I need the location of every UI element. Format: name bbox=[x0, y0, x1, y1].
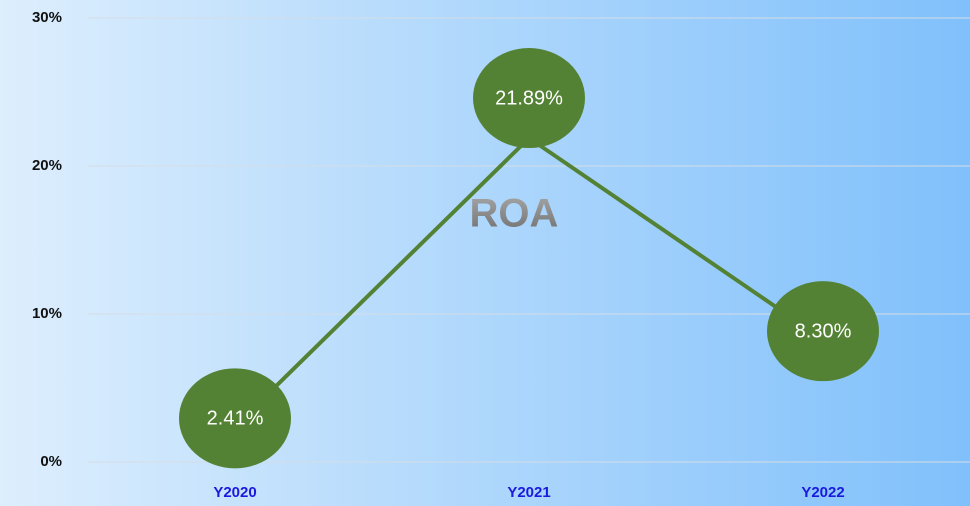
y-tick-label: 20% bbox=[32, 157, 62, 174]
x-tick-label: Y2021 bbox=[507, 484, 550, 501]
x-tick-label: Y2020 bbox=[213, 484, 256, 501]
data-label: 21.89% bbox=[495, 87, 563, 109]
data-point bbox=[767, 281, 879, 382]
data-label: 2.41% bbox=[207, 408, 264, 430]
data-point bbox=[179, 368, 291, 469]
chart-title: ROA bbox=[470, 192, 559, 236]
y-tick-label: 0% bbox=[40, 453, 62, 470]
data-point bbox=[473, 48, 585, 149]
y-tick-label: 30% bbox=[32, 9, 62, 26]
x-tick-label: Y2022 bbox=[801, 484, 844, 501]
y-tick-label: 10% bbox=[32, 305, 62, 322]
data-label: 8.30% bbox=[795, 320, 852, 342]
